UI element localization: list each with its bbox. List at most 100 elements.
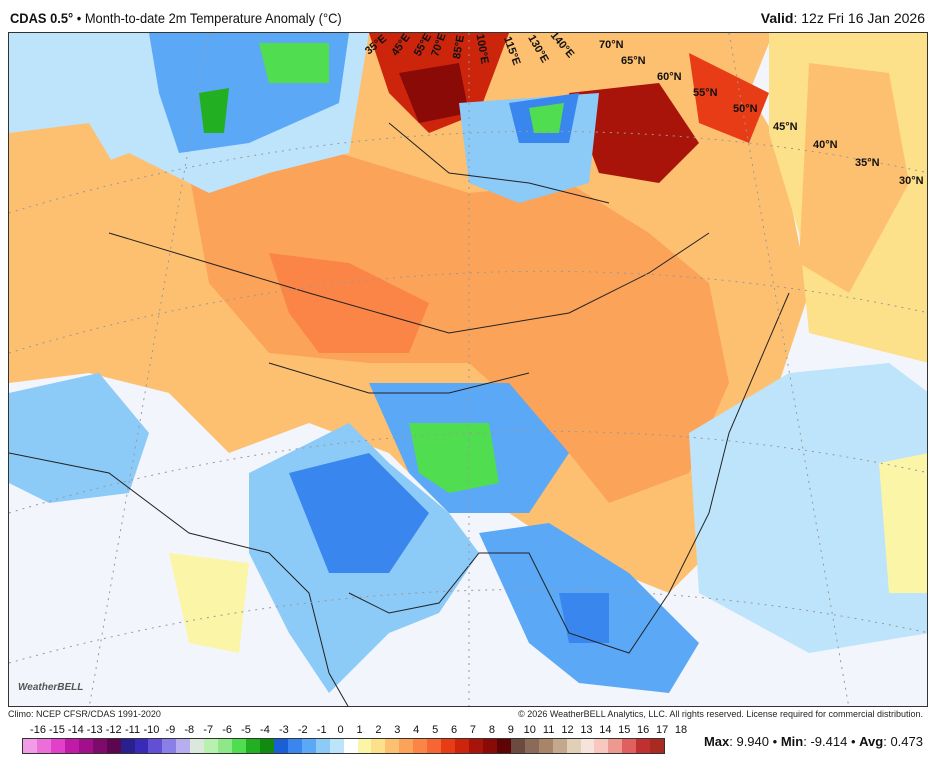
colorbar-bin bbox=[134, 739, 149, 753]
colorbar-bin bbox=[204, 739, 219, 753]
colorbar-tick: 2 bbox=[375, 724, 382, 736]
colorbar-bin bbox=[524, 739, 539, 753]
colorbar-tick: 14 bbox=[599, 724, 612, 736]
colorbar-bin bbox=[357, 739, 372, 753]
colorbar-bin bbox=[36, 739, 51, 753]
colorbar-tick: 16 bbox=[637, 724, 650, 736]
deg: ° bbox=[67, 10, 74, 26]
colorbar-bin bbox=[343, 739, 358, 753]
colorbar-tick: -16 bbox=[30, 724, 46, 736]
colorbar-bin bbox=[510, 739, 525, 753]
logo-text: WeatherBELL bbox=[18, 682, 84, 693]
colorbar-tick: 7 bbox=[469, 724, 477, 736]
colorbar-bin bbox=[162, 739, 177, 753]
colorbar-tick: -8 bbox=[184, 724, 195, 736]
colorbar-bin bbox=[594, 739, 609, 753]
colorbar-bin bbox=[23, 739, 37, 753]
map-fill bbox=[9, 33, 927, 706]
map-title: CDAS 0.5° • Month-to-date 2m Temperature… bbox=[10, 10, 342, 26]
colorbar-bin bbox=[190, 739, 205, 753]
climo-note: Climo: NCEP CFSR/CDAS 1991-2020 bbox=[8, 709, 161, 719]
colorbar bbox=[22, 738, 665, 754]
colorbar-bin bbox=[455, 739, 469, 753]
lat-label: 30°N bbox=[899, 175, 924, 187]
colorbar-bin bbox=[413, 739, 428, 753]
sep: • bbox=[850, 734, 856, 749]
colorbar-bin bbox=[385, 739, 400, 753]
colorbar-tick: 11 bbox=[542, 724, 555, 736]
colorbar-tick: 3 bbox=[394, 724, 401, 736]
sep: • bbox=[76, 10, 82, 26]
min-label: Min bbox=[780, 734, 804, 749]
colorbar-bin bbox=[580, 739, 595, 753]
colorbar-bin bbox=[176, 739, 191, 753]
colorbar-bin bbox=[50, 739, 65, 753]
colorbar-bin bbox=[246, 739, 260, 753]
colorbar-bin bbox=[608, 739, 623, 753]
anomaly-map: 70°N 65°N 60°N 55°N 50°N 45°N 40°N 35°N … bbox=[8, 32, 928, 707]
colorbar-bin bbox=[301, 739, 316, 753]
colorbar-tick: -6 bbox=[222, 724, 232, 736]
colorbar-tick: -4 bbox=[260, 724, 270, 736]
max-value: 9.940 bbox=[736, 734, 770, 749]
colorbar-tick: -11 bbox=[125, 724, 141, 736]
colorbar-bin bbox=[78, 739, 93, 753]
colorbar-ticks: -16 -15 -14 -13 -12 -11 -10 -9 -8 -7 -6 -5 -4 -3 -2 -1 0… bbox=[16, 724, 687, 736]
colorbar-bin bbox=[371, 739, 386, 753]
lat-label: 60°N bbox=[657, 71, 682, 83]
model-name: CDAS 0.5 bbox=[10, 10, 68, 26]
valid-value: : 12z Fri 16 Jan 2026 bbox=[793, 10, 925, 26]
colorbar-tick: -10 bbox=[143, 724, 160, 736]
colorbar-bin bbox=[482, 739, 497, 753]
lat-label: 45°N bbox=[773, 121, 798, 133]
colorbar-bin bbox=[636, 739, 651, 753]
colorbar-bin bbox=[315, 739, 330, 753]
colorbar-tick: -14 bbox=[67, 724, 84, 736]
colorbar-bin bbox=[427, 739, 442, 753]
lat-label: 40°N bbox=[813, 139, 838, 151]
colorbar-tick: 13 bbox=[580, 724, 593, 736]
colorbar-tick: 9 bbox=[507, 724, 514, 736]
colorbar-bin bbox=[120, 739, 135, 753]
colorbar-tick: 17 bbox=[655, 724, 669, 736]
colorbar-bin bbox=[273, 739, 288, 753]
colorbar-bin bbox=[441, 739, 456, 753]
avg-value: 0.473 bbox=[890, 734, 923, 749]
colorbar-bin bbox=[232, 739, 246, 753]
colorbar-bin bbox=[106, 739, 121, 753]
colorbar-bin bbox=[650, 739, 665, 753]
title-text: Month-to-date 2m Temperature Anomaly (°C… bbox=[84, 10, 342, 26]
colorbar-tick: -2 bbox=[297, 724, 308, 736]
colorbar-bin bbox=[552, 739, 567, 753]
colorbar-tick: -7 bbox=[203, 724, 214, 736]
colorbar-tick: 5 bbox=[432, 724, 439, 736]
colorbar-tick: 18 bbox=[674, 724, 688, 736]
lat-label: 70°N bbox=[599, 39, 624, 51]
lat-label: 55°N bbox=[693, 87, 718, 99]
colorbar-bin bbox=[496, 739, 511, 753]
weatherbell-logo: WeatherBELL bbox=[12, 662, 92, 702]
colorbar-tick: -12 bbox=[105, 724, 122, 736]
colorbar-tick: 1 bbox=[356, 724, 363, 736]
sep: • bbox=[772, 734, 778, 749]
colorbar-bin bbox=[259, 739, 274, 753]
colorbar-tick: -5 bbox=[241, 724, 251, 736]
colorbar-bin bbox=[399, 739, 414, 753]
colorbar-tick: 10 bbox=[523, 724, 536, 736]
avg-label: Avg bbox=[859, 734, 884, 749]
colorbar-bin bbox=[92, 739, 107, 753]
copyright: © 2026 WeatherBELL Analytics, LLC. All r… bbox=[518, 709, 923, 719]
header: CDAS 0.5° • Month-to-date 2m Temperature… bbox=[0, 0, 935, 32]
colorbar-bin bbox=[64, 739, 79, 753]
colorbar-bin bbox=[622, 739, 637, 753]
colorbar-bin bbox=[218, 739, 233, 753]
colorbar-tick: 15 bbox=[618, 724, 631, 736]
colorbar-bin bbox=[287, 739, 302, 753]
colorbar-bin bbox=[148, 739, 163, 753]
valid-label: Valid bbox=[760, 10, 794, 26]
colorbar-tick: -15 bbox=[48, 724, 65, 736]
valid-time: Valid: 12z Fri 16 Jan 2026 bbox=[761, 10, 925, 26]
colorbar-bin bbox=[538, 739, 553, 753]
max-label: Max bbox=[703, 734, 730, 749]
lat-label: 65°N bbox=[621, 55, 646, 67]
